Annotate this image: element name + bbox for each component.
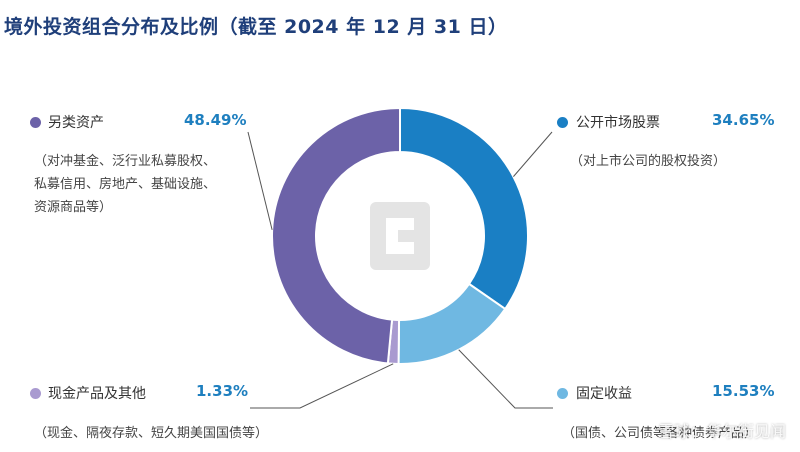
legend-dot-fixed-income <box>557 388 568 399</box>
desc-line: （现金、隔夜存款、短久期美国国债等） <box>34 426 269 441</box>
value-fixed-income: 15.53% <box>712 382 775 400</box>
donut-slice <box>399 106 529 311</box>
label-alternative: 另类资产 <box>48 115 104 131</box>
desc-line: 私募信用、房地产、基础设施、 <box>34 177 217 192</box>
leader-line <box>513 131 553 177</box>
desc-line: 资源商品等） <box>34 200 113 215</box>
value-cash: 1.33% <box>196 382 249 400</box>
desc-cash: （现金、隔夜存款、短久期美国国债等） <box>34 422 268 445</box>
center-logo-mark <box>386 218 414 254</box>
page-title: 境外投资组合分布及比例（截至 2024 年 12 月 31 日） <box>4 16 508 38</box>
leader-line <box>458 349 553 409</box>
label-public-equity: 公开市场股票 <box>576 115 660 131</box>
leader-line <box>250 363 394 409</box>
desc-line: （对冲基金、泛行业私募股权、 <box>34 154 217 169</box>
label-fixed-income: 固定收益 <box>576 386 632 402</box>
desc-fixed-income: （国债、公司债等各种债券产品） <box>562 422 757 445</box>
legend-dot-public-equity <box>557 117 568 128</box>
value-alternative: 48.49% <box>184 111 247 129</box>
desc-line: （对上市公司的股权投资） <box>570 154 727 169</box>
watermark: 雪球：华尔街见闻 <box>657 422 786 441</box>
desc-line: （国债、公司债等各种债券产品） <box>562 426 758 441</box>
value-public-equity: 34.65% <box>712 111 775 129</box>
label-cash: 现金产品及其他 <box>48 386 146 402</box>
legend-dot-alternative <box>30 117 41 128</box>
legend-dot-cash <box>30 388 41 399</box>
donut-slice <box>271 106 401 365</box>
desc-public-equity: （对上市公司的股权投资） <box>570 150 726 173</box>
center-logo-icon <box>370 202 430 270</box>
leader-line <box>247 131 273 231</box>
desc-alternative: （对冲基金、泛行业私募股权、 私募信用、房地产、基础设施、 资源商品等） <box>34 150 216 219</box>
